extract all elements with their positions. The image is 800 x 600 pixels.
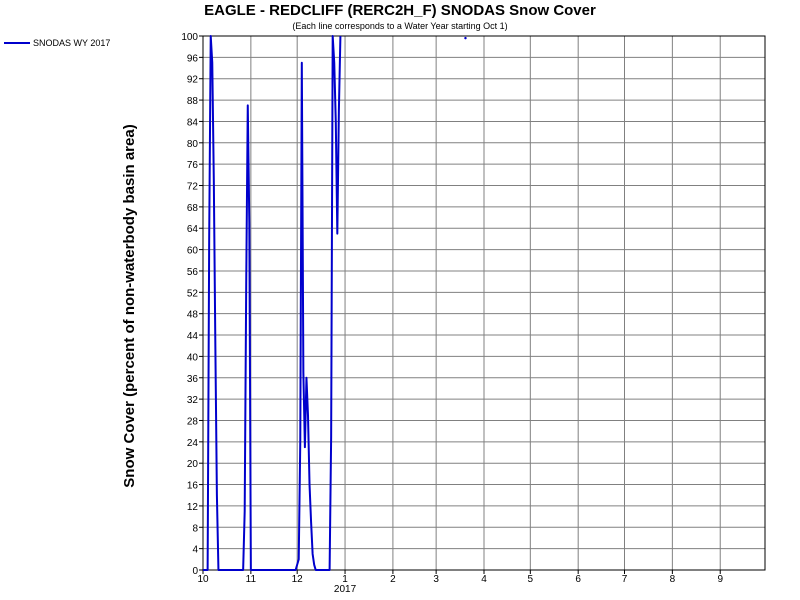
- y-tick-label: 52: [187, 288, 199, 299]
- y-tick-label: 32: [187, 395, 199, 406]
- y-tick-label: 92: [187, 75, 199, 86]
- x-tick-label: 11: [246, 574, 257, 585]
- y-tick-label: 72: [187, 182, 199, 193]
- x-tick-label: 9: [717, 574, 723, 585]
- y-tick-label: 100: [181, 32, 198, 43]
- x-tick-label: 10: [197, 574, 209, 585]
- y-tick-label: 12: [187, 502, 199, 513]
- x-tick-label: 7: [622, 574, 628, 585]
- chart-title: EAGLE - REDCLIFF (RERC2H_F) SNODAS Snow …: [204, 2, 596, 19]
- y-tick-label: 20: [187, 459, 199, 470]
- y-tick-label: 64: [187, 224, 199, 235]
- x-axis: 10 11 12 1 2 3 4 5 6 7 8 9: [197, 570, 723, 585]
- x-tick-label: 8: [670, 574, 676, 585]
- series-line: [203, 35, 342, 571]
- year-label: 2017: [334, 584, 357, 595]
- x-tick-label: 3: [433, 574, 439, 585]
- y-axis-label: Snow Cover (percent of non-waterbody bas…: [121, 124, 138, 487]
- x-tick-label: 1: [342, 574, 348, 585]
- x-tick-label: 4: [481, 574, 487, 585]
- y-tick-label: 36: [187, 374, 199, 385]
- y-tick-label: 68: [187, 203, 199, 214]
- y-tick-label: 40: [187, 352, 199, 363]
- y-tick-label: 24: [187, 438, 199, 449]
- y-tick-label: 60: [187, 246, 199, 257]
- y-tick-label: 76: [187, 160, 199, 171]
- x-tick-label: 2: [390, 574, 396, 585]
- y-tick-label: 44: [187, 331, 199, 342]
- legend-label: SNODAS WY 2017: [33, 38, 110, 48]
- x-tick-label: 6: [575, 574, 581, 585]
- y-tick-label: 0: [192, 566, 198, 577]
- y-tick-label: 96: [187, 53, 199, 64]
- x-tick-label: 12: [292, 574, 304, 585]
- series-group: [203, 35, 467, 571]
- y-tick-label: 16: [187, 481, 199, 492]
- x-tick-label: 5: [528, 574, 534, 585]
- chart-subtitle: (Each line corresponds to a Water Year s…: [292, 21, 508, 31]
- y-tick-label: 48: [187, 310, 199, 321]
- y-tick-label: 84: [187, 117, 199, 128]
- y-tick-label: 28: [187, 416, 199, 427]
- y-tick-label: 8: [192, 523, 198, 534]
- y-tick-label: 4: [192, 545, 198, 556]
- grid-lines: [202, 35, 765, 571]
- y-axis: 0481216202428323640444852566064687276808…: [181, 32, 203, 577]
- legend: SNODAS WY 2017: [4, 38, 110, 48]
- annotation-point: [464, 36, 467, 40]
- y-tick-label: 56: [187, 267, 199, 278]
- y-tick-label: 80: [187, 139, 199, 150]
- y-tick-label: 88: [187, 96, 199, 107]
